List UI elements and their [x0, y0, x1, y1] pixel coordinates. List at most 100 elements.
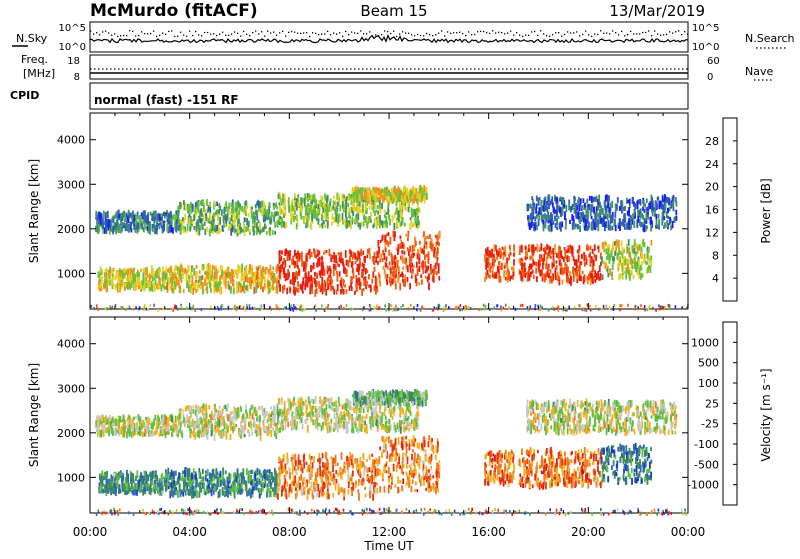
range-gate-cell [156, 270, 158, 275]
range-gate-cell [304, 273, 306, 278]
range-gate-cell [162, 308, 164, 311]
range-gate-cell [513, 253, 515, 257]
range-gate-cell [529, 513, 531, 516]
range-gate-cell [561, 263, 563, 269]
range-gate-cell [343, 289, 345, 293]
range-gate-cell [296, 272, 298, 280]
range-gate-cell [104, 485, 106, 490]
range-gate-cell [303, 262, 305, 267]
range-gate-cell [569, 271, 571, 276]
range-gate-cell [563, 257, 565, 262]
nsearch-dot [345, 31, 346, 32]
range-gate-cell [626, 223, 628, 230]
range-gate-cell [484, 277, 486, 282]
range-gate-cell [386, 192, 388, 196]
range-gate-cell [348, 195, 350, 201]
range-gate-cell [414, 188, 416, 195]
range-gate-cell [311, 195, 313, 200]
range-gate-cell [608, 195, 610, 201]
range-gate-cell [530, 272, 532, 277]
range-gate-cell [434, 247, 436, 254]
range-gate-cell [538, 260, 540, 265]
range-gate-cell [93, 307, 95, 310]
range-gate-cell [283, 221, 285, 227]
range-gate-cell [125, 226, 127, 231]
range-gate-cell [268, 206, 270, 214]
range-gate-cell [642, 215, 644, 220]
range-gate-cell [204, 271, 206, 275]
range-gate-cell [129, 282, 131, 285]
range-gate-cell [287, 269, 289, 274]
range-gate-cell [170, 212, 172, 218]
range-gate-cell [206, 227, 208, 232]
nsearch-dot [603, 33, 604, 34]
nsearch-dot [213, 33, 214, 34]
range-gate-cell [327, 221, 329, 229]
range-gate-cell [541, 270, 543, 275]
range-gate-cell [533, 275, 535, 279]
nsearch-dot [261, 31, 262, 32]
range-gate-cell [559, 512, 561, 515]
range-gate-cell [395, 305, 397, 308]
range-gate-cell [608, 248, 610, 254]
range-gate-cell [642, 273, 644, 277]
nsearch-dot [564, 34, 565, 35]
range-gate-cell [299, 308, 301, 311]
range-gate-cell [424, 261, 426, 268]
nsearch-dot [681, 34, 682, 35]
range-gate-cell [504, 248, 506, 252]
range-gate-cell [134, 483, 136, 487]
range-gate-cell [492, 512, 494, 515]
date-title: 13/Mar/2019 [609, 2, 705, 20]
range-gate-cell [505, 304, 507, 307]
range-gate-cell [599, 265, 601, 272]
range-gate-cell [196, 509, 198, 512]
range-gate-cell [359, 264, 361, 269]
range-gate-cell [408, 202, 410, 207]
range-gate-cell [637, 209, 639, 216]
nsearch-dot [351, 31, 352, 32]
range-gate-cell [418, 253, 420, 257]
range-gate-cell [356, 217, 358, 224]
range-gate-cell [266, 209, 268, 217]
range-gate-cell [337, 219, 339, 224]
range-gate-cell [291, 259, 293, 265]
range-gate-cell [242, 286, 244, 291]
range-gate-cell [182, 267, 184, 272]
range-gate-cell [672, 201, 674, 207]
range-gate-cell [193, 282, 195, 287]
range-gate-cell [139, 222, 141, 229]
range-gate-cell [527, 205, 529, 210]
range-gate-cell [98, 212, 100, 218]
range-gate-cell [375, 187, 377, 194]
range-gate-cell [600, 273, 602, 280]
range-gate-cell [519, 509, 521, 512]
range-gate-cell [539, 308, 541, 311]
range-gate-cell [367, 512, 369, 515]
nsearch-dot [654, 31, 655, 32]
range-gate-cell [585, 219, 587, 227]
range-gate-cell [555, 223, 557, 228]
range-gate-cell [290, 212, 292, 219]
range-gate-cell [245, 226, 247, 232]
nsearch-dot [483, 31, 484, 32]
range-gate-cell [493, 258, 495, 261]
range-gate-cell [325, 209, 327, 212]
range-gate-cell [601, 308, 603, 311]
nsearch-dot [546, 35, 547, 36]
nsearch-tick-low: 10^0 [692, 42, 719, 53]
range-gate-cell [194, 513, 196, 516]
range-gate-cell [311, 509, 313, 512]
range-gate-cell [501, 263, 503, 270]
nsearch-dot [240, 35, 241, 36]
range-gate-cell [289, 265, 291, 268]
range-gate-cell [660, 307, 662, 310]
range-gate-cell [162, 278, 164, 282]
range-gate-cell [111, 512, 113, 515]
nsearch-dot [105, 31, 106, 32]
nsearch-dot [600, 30, 601, 31]
range-gate-cell [114, 276, 116, 280]
range-gate-cell [655, 309, 657, 312]
range-gate-cell [281, 250, 283, 254]
range-gate-cell [582, 271, 584, 274]
